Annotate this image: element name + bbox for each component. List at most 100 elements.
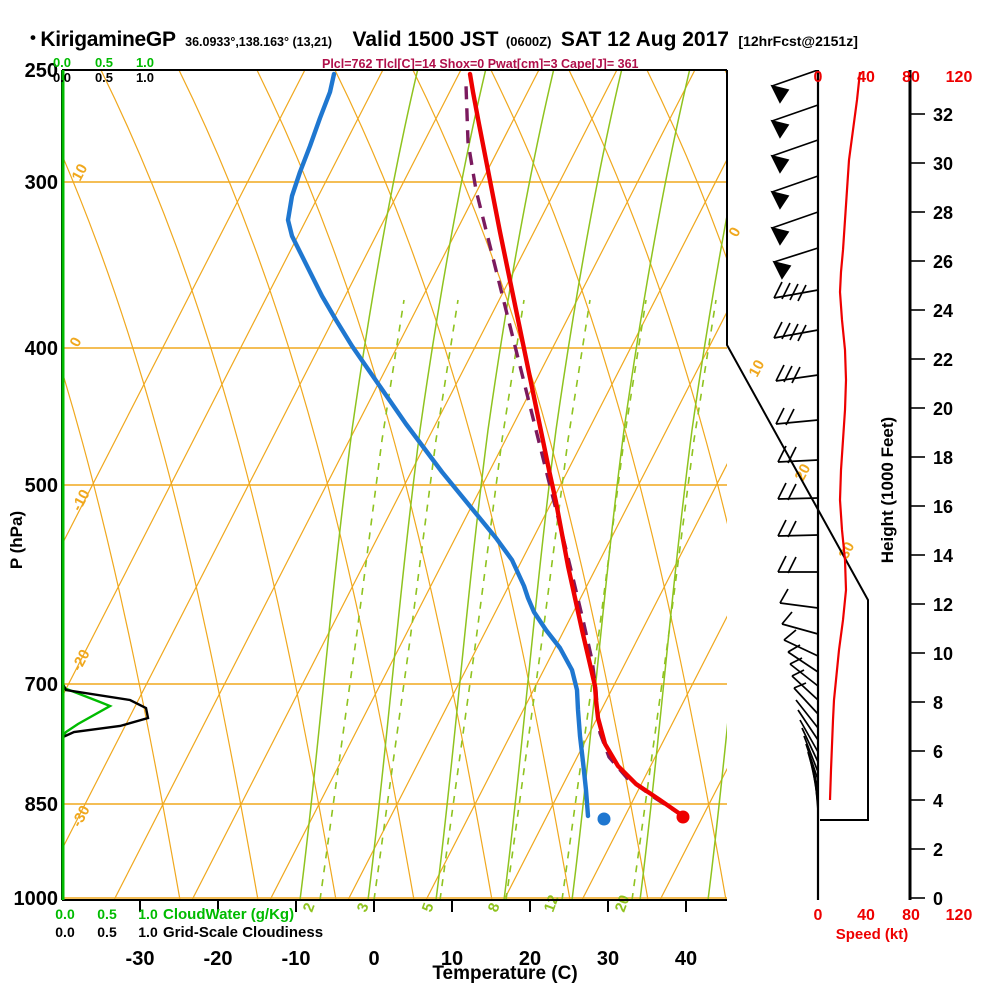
svg-text:1000: 1000 (14, 888, 59, 910)
wind-barb (775, 407, 819, 426)
svg-text:26: 26 (933, 252, 953, 272)
svg-text:20: 20 (519, 948, 541, 970)
wind-barb (772, 247, 819, 280)
wind-barb (777, 482, 819, 501)
wind-barb (777, 555, 818, 574)
wind-barb (770, 175, 819, 210)
svg-text:40: 40 (857, 69, 875, 86)
svg-text:4: 4 (933, 791, 943, 811)
station-coords: 36.0933°,138.163° (13,21) (185, 35, 333, 49)
svg-text:32: 32 (933, 105, 953, 125)
svg-text:0.5: 0.5 (95, 70, 113, 85)
temperature-axis-title: Temperature (C) (432, 963, 577, 984)
wind-barb (777, 519, 819, 538)
wind-barbs (770, 70, 819, 811)
svg-text:2: 2 (933, 840, 943, 860)
forecast-stamp: [12hrFcst@2151z] (738, 33, 858, 49)
svg-text:10: 10 (441, 948, 463, 970)
svg-text:850: 850 (25, 794, 58, 816)
wind-speed-profile (828, 71, 862, 801)
wind-barb (799, 719, 819, 753)
svg-text:120: 120 (946, 907, 973, 924)
mixing-ratio-labels: 2 3 5 8 12 20 (300, 893, 634, 914)
svg-text:22: 22 (933, 350, 953, 370)
svg-text:-20: -20 (204, 948, 233, 970)
dewpoint-profile (285, 71, 591, 819)
svg-text:1.0: 1.0 (136, 70, 154, 85)
top-cloudiness-scale: 0.0 0.5 1.0 (53, 70, 154, 85)
svg-text:0: 0 (933, 889, 943, 909)
svg-text:0: 0 (814, 907, 823, 924)
svg-text:5: 5 (419, 901, 438, 915)
svg-text:400: 400 (25, 338, 58, 360)
wind-barb (781, 611, 819, 635)
top-cloudwater-scale: 0.0 0.5 1.0 (53, 55, 154, 70)
wind-barb (783, 629, 819, 657)
wind-barb (805, 743, 819, 781)
svg-text:0.0: 0.0 (53, 70, 71, 85)
moist-adiabat-lines (299, 70, 727, 900)
wind-barb (801, 727, 819, 763)
svg-text:-30: -30 (69, 803, 94, 830)
svg-text:CloudWater (g/Kg): CloudWater (g/Kg) (163, 906, 294, 923)
svg-text:8: 8 (933, 693, 943, 713)
svg-text:20: 20 (612, 893, 634, 914)
station-name: KirigamineGP (40, 28, 176, 51)
svg-text:24: 24 (933, 301, 953, 321)
pressure-axis-title: P (hPa) (7, 511, 26, 569)
svg-text:700: 700 (25, 674, 58, 696)
svg-text:2: 2 (300, 901, 319, 915)
svg-text:40: 40 (675, 948, 697, 970)
svg-text:0: 0 (726, 225, 745, 240)
valid-time-utc: (0600Z) (505, 34, 552, 49)
svg-text:300: 300 (25, 172, 58, 194)
wind-barb (770, 211, 819, 246)
wind-barb (773, 281, 819, 302)
svg-text:500: 500 (25, 475, 58, 497)
valid-date: SAT 12 Aug 2017 (560, 28, 729, 51)
svg-text:10: 10 (746, 357, 769, 380)
svg-text:20: 20 (792, 461, 815, 484)
svg-text:0.0: 0.0 (53, 55, 71, 70)
svg-text:-20: -20 (69, 647, 94, 674)
svg-text:-10: -10 (282, 948, 311, 970)
height-axis-title: Height (1000 Feet) (878, 417, 897, 563)
svg-text:80: 80 (902, 69, 920, 86)
wind-barb (814, 775, 819, 811)
temperature-profile (467, 71, 686, 819)
wind-barb (791, 669, 819, 701)
svg-text:0.5: 0.5 (97, 924, 117, 940)
wind-barb (789, 657, 819, 687)
svg-text:3: 3 (354, 901, 373, 915)
svg-text:10: 10 (69, 161, 92, 184)
svg-text:40: 40 (857, 907, 875, 924)
svg-text:8: 8 (485, 901, 504, 915)
speed-axis-title: Speed (kt) (836, 926, 909, 943)
svg-text:16: 16 (933, 497, 953, 517)
skewt-grid (62, 70, 727, 900)
pressure-axis-labels: 250 300 400 500 700 850 1000 (14, 60, 59, 910)
svg-text:0.5: 0.5 (97, 906, 117, 922)
temperature-axis-labels: -30 -20 -10 0 10 20 30 40 (126, 948, 698, 970)
svg-text:0: 0 (814, 69, 823, 86)
wind-barb (795, 699, 819, 729)
svg-text:0.0: 0.0 (55, 924, 75, 940)
bottom-cloudwater-scale: 0.0 0.5 1.0 CloudWater (g/Kg) (55, 906, 294, 923)
svg-text:18: 18 (933, 448, 953, 468)
svg-text:12: 12 (541, 893, 563, 914)
svg-text:10: 10 (933, 644, 953, 664)
speed-axis-labels-top: 0 40 80 120 (814, 69, 973, 86)
parcel-trace (464, 84, 684, 818)
station-bullet-icon: • (30, 28, 36, 47)
svg-text:1.0: 1.0 (136, 55, 154, 70)
svg-text:30: 30 (933, 154, 953, 174)
wind-barb (793, 682, 819, 715)
svg-text:1.0: 1.0 (138, 924, 158, 940)
isobar-lines (62, 70, 727, 899)
isotherm-lines (62, 70, 727, 900)
svg-text:28: 28 (933, 203, 953, 223)
svg-text:1.0: 1.0 (138, 906, 158, 922)
dewpoint-surface-dot (597, 812, 611, 826)
